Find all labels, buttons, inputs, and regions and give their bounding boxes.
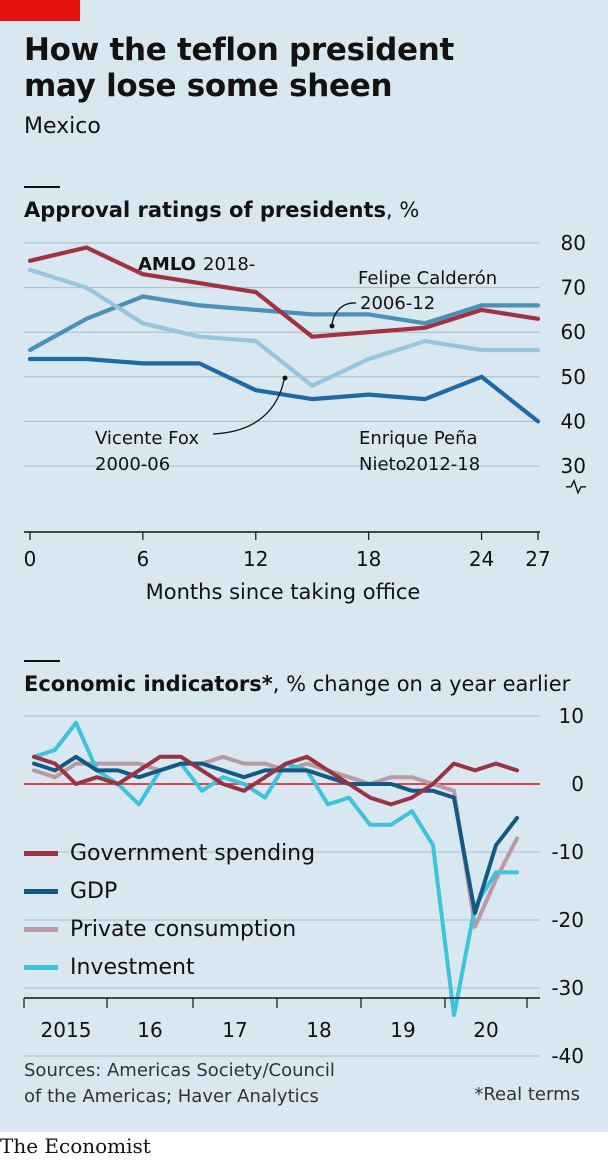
economic-title: Economic indicators* — [24, 672, 273, 696]
economic-lines — [32, 720, 519, 1018]
approval-x-tick-label: 6 — [137, 547, 150, 571]
section-rule-economic — [24, 660, 60, 662]
economic-y-tick-label: -30 — [551, 976, 584, 1000]
approval-y-tick-label: 80 — [561, 231, 586, 255]
economic-unit: % change on a year earlier — [286, 672, 571, 696]
legend-item-gov-spending: Government spending — [24, 834, 315, 872]
axis-break-symbol — [566, 479, 586, 495]
economic-y-tick-label: -10 — [551, 840, 584, 864]
approval-gridlines — [24, 242, 540, 467]
economic-line-private_consumption — [32, 754, 519, 929]
economic-x-tick-label: 2015 — [41, 1018, 92, 1042]
approval-x-tick-label: 18 — [356, 547, 381, 571]
legend-label-private-consumption: Private consumption — [70, 916, 297, 942]
pena-name-label: Nieto — [359, 454, 407, 475]
calderon-label: Felipe Calderón — [358, 268, 497, 289]
economic-x-tick-label: 20 — [473, 1018, 498, 1042]
calderon-leader-line — [331, 302, 357, 325]
legend-item-private-consumption: Private consumption — [24, 910, 315, 948]
economic-y-tick-label: -40 — [551, 1044, 584, 1068]
fox-label: Vicente Fox — [95, 428, 199, 449]
legend-label-gov-spending: Government spending — [70, 840, 316, 866]
fox-years-label: 2000-06 — [95, 454, 170, 475]
footer-bar — [0, 1132, 608, 1164]
economic-y-tick-label: -20 — [551, 908, 584, 932]
legend-label-gdp: GDP — [70, 878, 118, 904]
approval-x-tick-label: 0 — [24, 547, 37, 571]
approval-y-tick-label: 40 — [561, 409, 586, 433]
sources-text: Sources: Americas Society/Council of the… — [24, 1060, 335, 1107]
legend-swatch-gov-spending — [24, 850, 58, 856]
pena-label: Enrique Peña — [359, 428, 478, 449]
approval-line-pena_nieto — [27, 356, 541, 424]
approval-chart: 30 40 50 60 70 80 0 6 12 18 24 27 AMLO 2018- Felipe… — [24, 231, 586, 571]
approval-x-tick-label: 27 — [525, 547, 550, 571]
economic-y-tick-label: 10 — [559, 704, 584, 728]
fox-leader-dot — [282, 375, 288, 381]
legend-label-investment: Investment — [70, 954, 195, 980]
approval-annotations: AMLO 2018- Felipe Calderón 2006-12 Vicen… — [95, 254, 497, 475]
economic-chart: 10 0 -10 -20 -30 -40 2015 16 17 18 19 20 — [23, 704, 584, 1068]
approval-x-tick-label: 24 — [469, 547, 494, 571]
approval-lines — [27, 245, 541, 424]
approval-y-tick-label: 30 — [561, 454, 586, 478]
legend-swatch-private-consumption — [24, 926, 58, 932]
chart-subtitle: Mexico — [24, 114, 101, 139]
legend-swatch-investment — [24, 964, 58, 970]
economic-line-gov_spending — [32, 754, 519, 807]
economic-x-tick-label: 17 — [222, 1018, 247, 1042]
approval-line-amlo — [27, 245, 541, 339]
calderon-years-label: 2006-12 — [360, 293, 435, 314]
chart-title: How the teflon president may lose some s… — [24, 32, 454, 104]
approval-y-tick-label: 70 — [561, 276, 586, 300]
legend-swatch-gdp — [24, 888, 58, 894]
legend-item-gdp: GDP — [24, 872, 315, 910]
footnote-text: *Real terms — [474, 1084, 580, 1105]
economic-heading: Economic indicators*, % change on a year… — [24, 672, 571, 696]
economic-gridlines — [24, 715, 540, 1057]
approval-axis: 30 40 50 60 70 80 0 6 12 18 24 27 — [24, 231, 586, 571]
pena-years-label: 2012-18 — [405, 454, 480, 475]
section-rule-approval — [24, 186, 60, 188]
economist-logo: The Economist — [0, 1134, 151, 1158]
calderon-leader-dot — [329, 323, 335, 329]
economic-legend: Government spending GDP Private consumpt… — [24, 834, 315, 986]
fox-leader-line — [212, 379, 285, 435]
amlo-years-label: 2018- — [203, 254, 255, 275]
legend-item-investment: Investment — [24, 948, 315, 986]
approval-heading: Approval ratings of presidents, % — [24, 198, 420, 222]
economic-x-tick-label: 19 — [390, 1018, 415, 1042]
approval-line-calderon — [27, 294, 541, 353]
approval-line-fox — [27, 267, 541, 388]
brand-red-tab — [0, 0, 80, 21]
approval-y-tick-label: 50 — [561, 365, 586, 389]
economic-x-tick-label: 16 — [137, 1018, 162, 1042]
approval-x-tick-label: 12 — [243, 547, 268, 571]
approval-x-axis-label: Months since taking office — [145, 580, 421, 604]
economic-axis: 10 0 -10 -20 -30 -40 2015 16 17 18 19 20 — [23, 704, 584, 1068]
economic-y-tick-label: 0 — [571, 772, 584, 796]
economic-x-tick-label: 18 — [306, 1018, 331, 1042]
approval-title: Approval ratings of presidents — [24, 198, 386, 222]
approval-y-tick-label: 60 — [561, 320, 586, 344]
approval-unit: % — [399, 198, 420, 222]
amlo-label: AMLO — [138, 254, 196, 275]
